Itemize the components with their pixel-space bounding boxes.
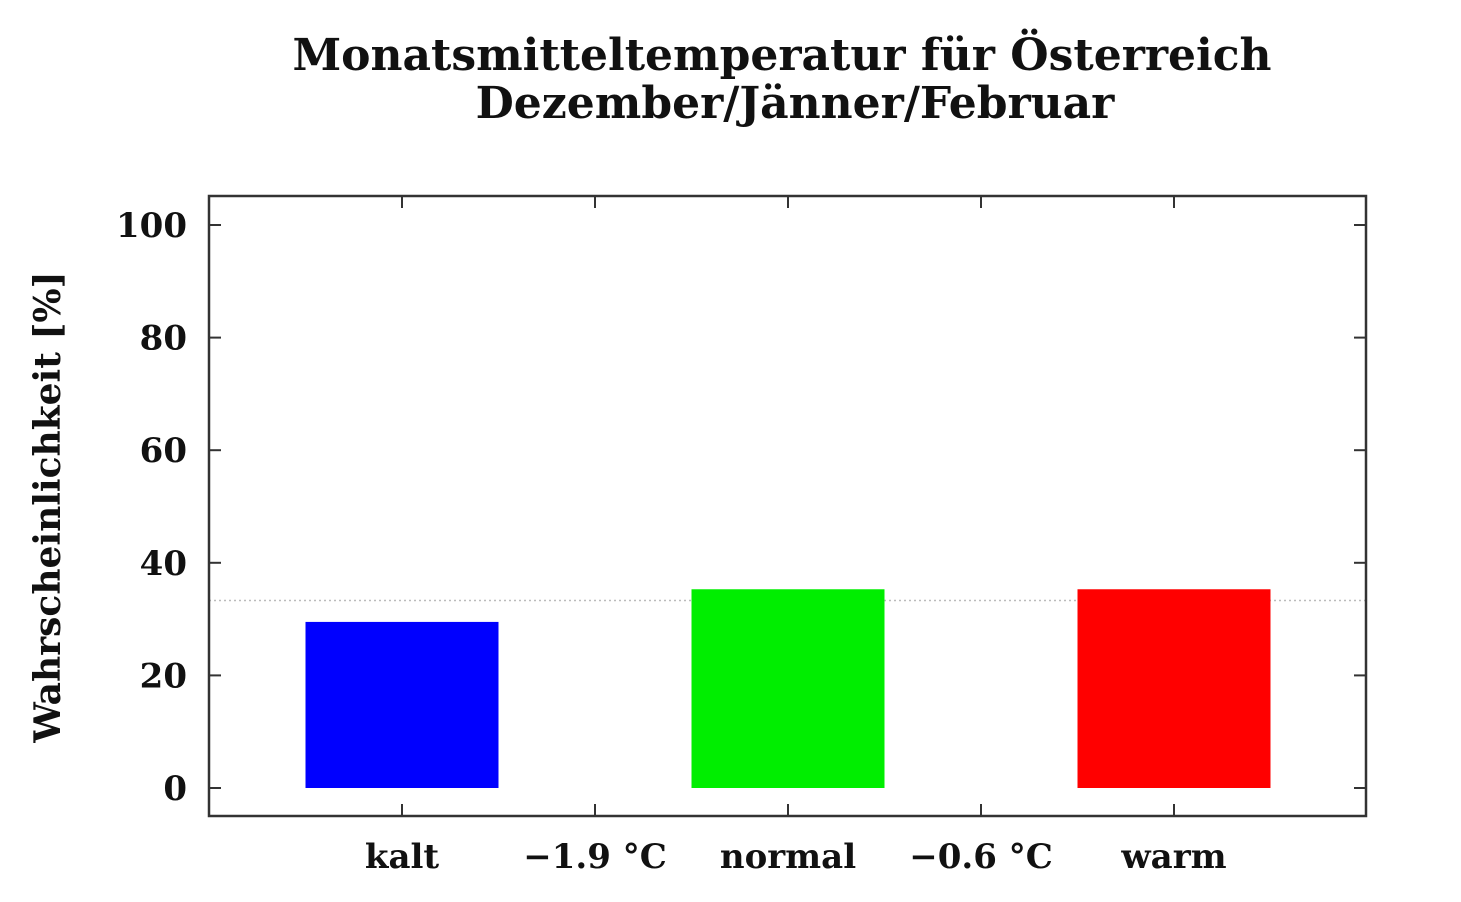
bar-normal [691, 589, 885, 788]
y-tick-label: 40 [140, 544, 187, 584]
y-tick-label: 60 [140, 431, 187, 471]
y-tick-label: 0 [163, 769, 187, 809]
chart-title: Monatsmitteltemperatur für Österreich [292, 27, 1271, 81]
x-boundary-label: −1.9 °C [523, 837, 667, 877]
x-boundary-label: −0.6 °C [909, 837, 1053, 877]
plot-area: 0 20 40 60 80 100 kalt −1.9 °C normal −0.6 °C warm [116, 194, 1368, 877]
x-category-label: warm [1120, 837, 1226, 877]
bar-kalt [305, 621, 499, 788]
x-category-label: normal [720, 837, 856, 877]
y-tick-label: 100 [116, 206, 187, 246]
chart-subtitle: Dezember/Jänner/Februar [476, 78, 1116, 129]
bar-warm [1077, 589, 1271, 788]
y-axis-label: Wahrscheinlichkeit [%] [27, 271, 69, 743]
y-tick-label: 80 [140, 319, 187, 359]
x-category-label: kalt [365, 837, 440, 877]
y-tick-label: 20 [140, 656, 187, 696]
